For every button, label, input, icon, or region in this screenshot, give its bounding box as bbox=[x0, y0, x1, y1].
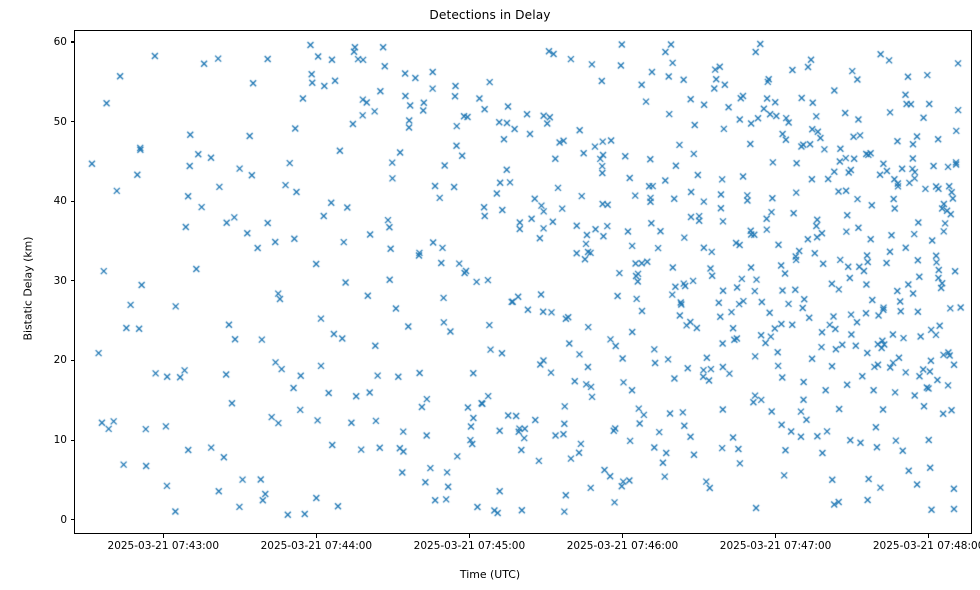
x-tick-label: 2025-03-21 07:44:00 bbox=[260, 540, 373, 552]
y-tick-label: 20 bbox=[53, 354, 67, 367]
x-tick-mark bbox=[621, 534, 624, 538]
y-tick-mark bbox=[70, 121, 75, 123]
x-tick-mark bbox=[315, 534, 317, 538]
x-tick-label: 2025-03-21 07:47:00 bbox=[719, 540, 832, 552]
x-tick-label: 2025-03-21 07:46:00 bbox=[566, 540, 679, 552]
y-tick-mark bbox=[70, 200, 75, 202]
y-tick-label: 30 bbox=[53, 274, 67, 287]
chart-title: Detections in Delay bbox=[429, 8, 551, 22]
y-tick-label: 40 bbox=[53, 195, 67, 208]
y-tick-mark bbox=[70, 439, 75, 441]
scatter-points-layer bbox=[75, 31, 971, 533]
x-tick-mark bbox=[928, 534, 930, 538]
plot-area bbox=[74, 30, 972, 534]
y-tick-mark bbox=[70, 359, 75, 362]
y-tick-label: 60 bbox=[53, 35, 67, 48]
y-tick-label: 10 bbox=[53, 434, 67, 447]
y-tick-label: 50 bbox=[53, 115, 67, 128]
x-tick-mark bbox=[468, 534, 471, 538]
x-tick-label: 2025-03-21 07:43:00 bbox=[107, 540, 220, 552]
y-axis-label: Bistatic Delay (km) bbox=[21, 236, 35, 341]
x-tick-label: 2025-03-21 07:45:00 bbox=[413, 540, 526, 552]
x-tick-label: 2025-03-21 07:48:00 bbox=[872, 540, 980, 552]
y-tick-label: 0 bbox=[60, 513, 67, 526]
x-tick-mark bbox=[775, 534, 777, 538]
y-tick-mark bbox=[70, 280, 75, 282]
x-axis-label: Time (UTC) bbox=[459, 568, 521, 581]
y-tick-mark bbox=[70, 41, 75, 43]
y-tick-mark bbox=[70, 519, 75, 521]
x-tick-mark bbox=[162, 534, 164, 538]
